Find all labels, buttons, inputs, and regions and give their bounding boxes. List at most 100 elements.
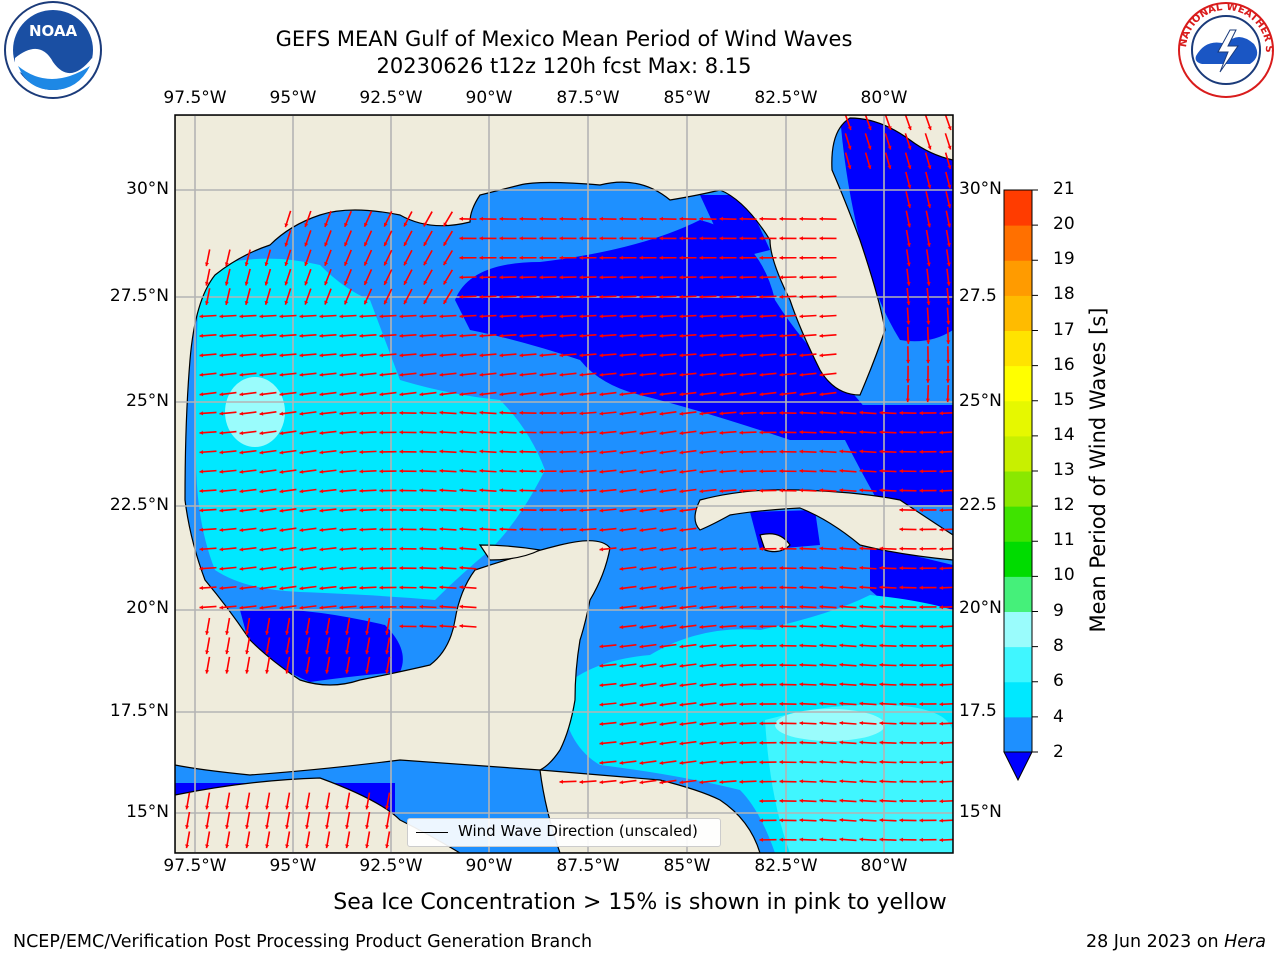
- wave-arrow-head: [907, 126, 912, 131]
- wave-arrow-head: [679, 392, 684, 397]
- wave-arrow-head: [819, 372, 824, 377]
- wave-arrow-head: [539, 430, 543, 435]
- wave-arrow-head: [419, 527, 424, 532]
- wave-arrow-head: [779, 275, 783, 280]
- wave-arrow-head: [926, 340, 931, 344]
- wave-arrow-head: [479, 430, 484, 435]
- wave-arrow-head: [379, 488, 383, 493]
- wave-arrow-head: [365, 825, 370, 829]
- wave-arrow-head: [739, 488, 744, 493]
- colorbar-segment: [1004, 471, 1032, 507]
- wave-arrow-head: [479, 353, 484, 358]
- wave-arrow-head: [324, 300, 329, 305]
- wave-arrow-head: [779, 353, 784, 358]
- wave-arrow-head: [879, 565, 884, 571]
- wave-arrow-head: [379, 527, 383, 532]
- wave-arrow-head: [339, 372, 344, 377]
- wave-arrow-head: [339, 333, 344, 338]
- wave-arrow-head: [739, 392, 744, 397]
- wave-arrow-head: [919, 469, 923, 474]
- wave-arrow-head: [739, 624, 744, 629]
- wave-arrow-head: [339, 547, 344, 552]
- wave-arrow-head: [599, 508, 604, 513]
- wave-arrow-head: [443, 280, 448, 285]
- wave-arrow-head: [443, 241, 448, 246]
- wave-arrow-head: [639, 566, 644, 571]
- wave-arrow-head: [739, 682, 744, 687]
- wave-arrow-head: [899, 410, 903, 415]
- lon-tick: 80°W: [860, 88, 908, 108]
- wave-arrow-head: [719, 216, 723, 221]
- wave-arrow-head: [399, 430, 403, 435]
- lat-tick: 30°N: [126, 179, 169, 199]
- wave-arrow-head: [305, 825, 310, 829]
- wave-arrow-head: [899, 818, 903, 823]
- wave-arrow-head: [339, 566, 344, 571]
- wave-arrow-head: [906, 359, 911, 364]
- wave-arrow-head: [443, 261, 448, 266]
- wave-arrow-head: [385, 805, 390, 810]
- wave-arrow-head: [946, 359, 951, 364]
- wave-arrow-head: [759, 410, 763, 416]
- wave-arrow-head: [659, 392, 664, 397]
- wave-arrow-head: [419, 468, 424, 474]
- wave-arrow-head: [907, 145, 912, 150]
- wave-arrow-head: [799, 255, 803, 260]
- wave-arrow-head: [439, 565, 444, 570]
- colorbar-segment: [1004, 716, 1032, 753]
- wave-arrow-head: [299, 353, 304, 358]
- wave-arrow-head: [939, 740, 944, 746]
- legend-line-sample: [416, 832, 448, 833]
- wave-arrow-head: [439, 333, 444, 338]
- footer-date: 28 Jun 2023 on: [1085, 932, 1225, 952]
- wave-arrow-head: [599, 353, 604, 358]
- wave-arrow-head: [299, 508, 304, 513]
- wave-arrow-head: [219, 314, 224, 319]
- wave-arrow-head: [305, 631, 310, 635]
- wave-arrow-head: [579, 314, 584, 319]
- wave-arrow-head: [619, 255, 623, 260]
- wave-arrow-head: [385, 650, 390, 655]
- wave-arrow-head: [459, 623, 464, 629]
- wave-arrow-head: [599, 372, 604, 377]
- wave-arrow-head: [339, 605, 344, 610]
- period-band-under-2s: [840, 115, 953, 342]
- wave-arrow-head: [879, 604, 884, 609]
- wave-arrow-head: [319, 605, 324, 610]
- wave-arrow-head: [839, 488, 844, 493]
- wave-arrow-head: [899, 701, 903, 706]
- wave-arrow-head: [759, 798, 763, 804]
- wave-arrow-head: [879, 662, 884, 668]
- colorbar-tick: 12: [1053, 495, 1075, 515]
- wave-arrow-head: [245, 805, 250, 810]
- wave-arrow-head: [499, 372, 504, 377]
- wave-arrow-head: [719, 294, 724, 299]
- wave-arrow-head: [285, 825, 290, 829]
- wave-arrow-head: [344, 222, 348, 227]
- wave-arrow-head: [599, 527, 604, 532]
- wave-arrow-head: [819, 740, 824, 745]
- wave-arrow-head: [364, 261, 368, 266]
- wave-arrow-head: [819, 410, 824, 415]
- wave-arrow-head: [847, 126, 852, 131]
- wave-arrow-head: [699, 624, 704, 629]
- wave-arrow-head: [219, 392, 224, 397]
- wave-arrow-head: [739, 721, 744, 726]
- wave-arrow-head: [759, 216, 763, 221]
- wave-arrow-head: [539, 333, 544, 338]
- wave-arrow-head: [259, 411, 264, 416]
- wave-arrow-head: [939, 605, 944, 610]
- wave-arrow-head: [899, 604, 903, 609]
- wave-arrow-head: [799, 294, 804, 299]
- wave-arrow-head: [906, 262, 911, 267]
- wave-arrow-head: [919, 507, 923, 513]
- wave-arrow-head: [423, 222, 428, 227]
- wave-arrow-head: [359, 411, 364, 416]
- wave-arrow-head: [559, 294, 564, 299]
- wave-arrow-head: [479, 488, 484, 493]
- wave-arrow-head: [839, 585, 844, 590]
- wave-arrow-head: [719, 644, 724, 649]
- wave-arrow-head: [239, 586, 244, 591]
- wave-arrow-head: [359, 527, 364, 532]
- wave-arrow-head: [905, 379, 910, 383]
